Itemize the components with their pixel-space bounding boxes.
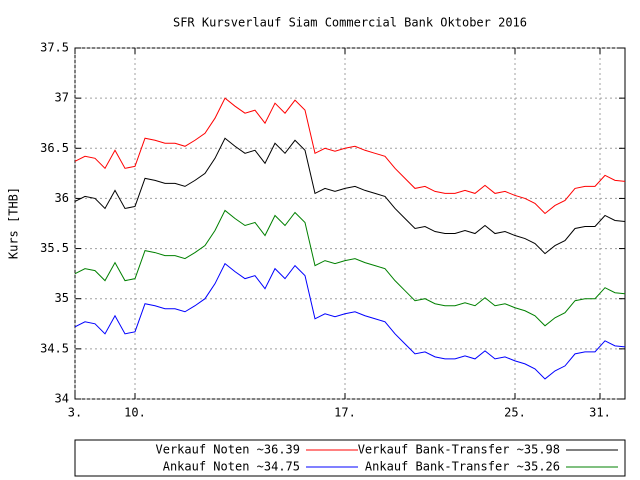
y-axis-label: Kurs [THB]	[7, 187, 21, 259]
legend-label: Verkauf Noten ~36.39	[156, 443, 301, 457]
y-tick-label: 36	[55, 191, 69, 205]
y-tick-label: 35	[55, 291, 69, 305]
y-tick-label: 36.5	[40, 141, 69, 155]
legend-label: Ankauf Bank-Transfer ~35.26	[365, 460, 560, 474]
x-tick-label: 31.	[589, 406, 611, 420]
series-line	[74, 137, 626, 255]
series-line	[74, 262, 626, 380]
y-tick-label: 34	[55, 392, 69, 406]
series-line	[74, 97, 626, 215]
y-tick-label: 34.5	[40, 341, 69, 355]
y-tick-label: 35.5	[40, 241, 69, 255]
legend-label: Verkauf Bank-Transfer ~35.98	[358, 443, 560, 457]
legend-box	[74, 439, 626, 477]
y-tick-label: 37.5	[40, 41, 69, 55]
y-tick-label: 37	[55, 91, 69, 105]
chart-title: SFR Kursverlauf Siam Commercial Bank Okt…	[173, 16, 527, 30]
x-tick-label: 17.	[334, 406, 356, 420]
x-tick-label: 3.	[68, 406, 82, 420]
x-tick-label: 25.	[504, 406, 526, 420]
legend-label: Ankauf Noten ~34.75	[163, 460, 300, 474]
x-tick-label: 10.	[124, 406, 146, 420]
series-line	[74, 209, 626, 327]
